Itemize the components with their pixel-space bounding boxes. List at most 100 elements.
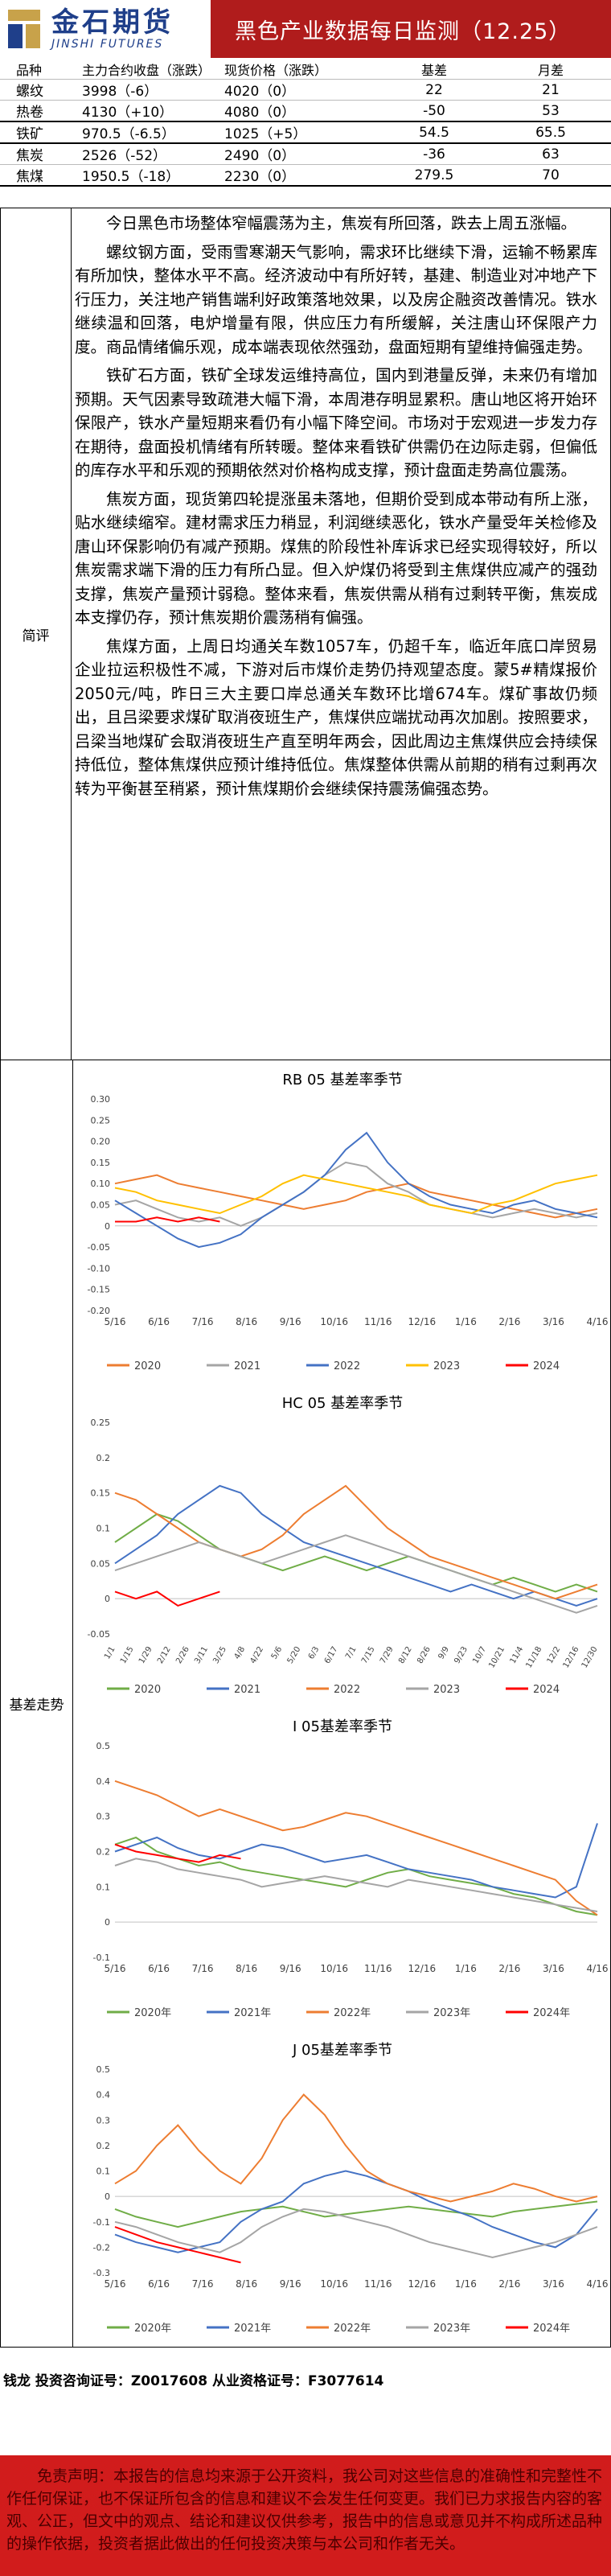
y-tick-label: 0.10 bbox=[91, 1179, 111, 1189]
x-tick-label: 10/7 bbox=[471, 1645, 488, 1665]
series-line bbox=[114, 1780, 598, 1916]
x-tick-label: 4/16 bbox=[587, 1316, 609, 1327]
legend-label: 2022 bbox=[334, 1684, 360, 1696]
series-line bbox=[114, 1823, 598, 1899]
legend-label: 2020年 bbox=[134, 2007, 171, 2019]
x-tick-label: 8/16 bbox=[236, 1316, 257, 1327]
x-tick-label: 5/16 bbox=[105, 1316, 126, 1327]
x-tick-label: 6/16 bbox=[148, 1963, 170, 1974]
x-tick-label: 11/16 bbox=[364, 2278, 392, 2290]
table-cell: 21 bbox=[490, 79, 611, 101]
series-line bbox=[114, 1590, 220, 1607]
commentary-paragraph: 铁矿石方面，铁矿全球发运维持高位，国内到港量反弹，未来仍有增加预期。天气因素导致… bbox=[75, 366, 597, 479]
x-tick-label: 10/16 bbox=[320, 1963, 348, 1974]
y-tick-label: 0.3 bbox=[96, 1812, 111, 1822]
x-tick-label: 12/16 bbox=[562, 1645, 581, 1669]
disclaimer: 免责声明：本报告的信息均来源于公开资料，我公司对这些信息的准确性和完整性不作任何… bbox=[0, 2455, 611, 2576]
y-tick-label: -0.10 bbox=[88, 1263, 110, 1274]
logo-english-name: JINSHI FUTURES bbox=[51, 38, 164, 51]
legend-label: 2022年 bbox=[334, 2007, 371, 2019]
table-header: 主力合约收盘（涨跌） bbox=[77, 60, 219, 80]
legend-label: 2023 bbox=[433, 1684, 460, 1696]
y-tick-label: 0 bbox=[105, 1917, 110, 1928]
x-tick-label: 7/15 bbox=[360, 1645, 377, 1665]
table-header: 基差 bbox=[378, 60, 490, 80]
x-tick-label: 11/16 bbox=[364, 1316, 392, 1327]
x-tick-label: 6/16 bbox=[148, 2278, 170, 2290]
y-tick-label: 0.05 bbox=[91, 1200, 111, 1211]
y-tick-label: 0.4 bbox=[96, 1776, 111, 1787]
x-tick-label: 12/2 bbox=[546, 1645, 563, 1665]
x-tick-label: 7/29 bbox=[379, 1645, 396, 1665]
y-tick-label: 0.15 bbox=[91, 1488, 111, 1499]
table-row: 焦煤 1950.5（-18） 2230（0） 279.5 70 bbox=[0, 164, 611, 187]
legend-label: 2024年 bbox=[533, 2323, 570, 2335]
x-tick-label: 11/18 bbox=[524, 1645, 543, 1669]
table-cell: 279.5 bbox=[378, 164, 490, 187]
table-cell: 焦煤 bbox=[0, 164, 77, 187]
chart-title: I 05基差率季节 bbox=[293, 1718, 392, 1735]
logo-mark-icon bbox=[5, 6, 43, 51]
series-line bbox=[114, 2170, 598, 2253]
legend-label: 2023年 bbox=[433, 2007, 470, 2019]
rb-basis-chart: RB 05 基差率季节 0.30 0.25 0.20 0.15 0.10 0.05 0 -0.0… bbox=[75, 1065, 610, 1383]
x-tick-label: 5/16 bbox=[105, 1963, 126, 1974]
y-tick-label: 0.2 bbox=[96, 1847, 111, 1858]
x-tick-label: 4/8 bbox=[233, 1645, 248, 1660]
table-cell: -36 bbox=[378, 143, 490, 165]
commentary-paragraph: 焦煤方面，上周日均通关车数1057车，仍超千车，临近年底口岸贸易企业拉运积极性不… bbox=[75, 636, 597, 798]
x-tick-label: 1/15 bbox=[119, 1645, 136, 1665]
y-tick-label: 0 bbox=[105, 1221, 110, 1232]
y-tick-label: 0.05 bbox=[91, 1558, 111, 1569]
table-cell: 焦炭 bbox=[0, 143, 77, 165]
y-tick-label: -0.20 bbox=[88, 1306, 110, 1316]
commentary-text: 今日黑色市场整体窄幅震荡为主，焦炭有所回落，跌去上周五涨幅。 螺纹钢方面，受雨雪… bbox=[75, 212, 597, 805]
y-tick-label: 0.25 bbox=[91, 1115, 111, 1125]
x-tick-label: 10/16 bbox=[320, 1316, 348, 1327]
y-tick-label: 0.1 bbox=[96, 1524, 111, 1534]
table-cell: 3998（-6） bbox=[77, 79, 219, 101]
x-tick-label: 2/26 bbox=[174, 1645, 191, 1665]
y-tick-label: -0.05 bbox=[88, 1629, 110, 1640]
x-tick-label: 4/22 bbox=[248, 1645, 265, 1665]
table-header: 现货价格（涨跌） bbox=[219, 60, 378, 80]
table-header: 月差 bbox=[490, 60, 611, 80]
table-row: 焦炭 2526（-52） 2490（0） -36 63 bbox=[0, 143, 611, 165]
x-tick-label: 11/16 bbox=[364, 1963, 392, 1974]
x-tick-label: 8/12 bbox=[397, 1645, 414, 1665]
table-cell: 65.5 bbox=[490, 121, 611, 144]
logo-chinese-name: 金石期货 bbox=[51, 6, 174, 39]
table-header: 品种 bbox=[0, 60, 77, 80]
legend-label: 2021年 bbox=[234, 2007, 271, 2019]
table-cell: 2230（0） bbox=[219, 164, 378, 187]
table-cell: 970.5（-6.5） bbox=[77, 121, 219, 144]
commentary-paragraph: 今日黑色市场整体窄幅震荡为主，焦炭有所回落，跌去上周五涨幅。 bbox=[106, 214, 577, 232]
table-cell: 53 bbox=[490, 100, 611, 122]
j-basis-chart: J 05基差率季节 0.5 0.4 0.3 0.2 0.1 0 -0.1 -0.2 -0.3 5/1… bbox=[75, 2035, 610, 2345]
chart-title: HC 05 基差率季节 bbox=[282, 1395, 403, 1412]
y-tick-label: 0.1 bbox=[96, 2167, 111, 2177]
x-tick-label: 10/16 bbox=[320, 2278, 348, 2290]
y-tick-label: -0.1 bbox=[93, 1953, 110, 1963]
x-tick-label: 5/20 bbox=[286, 1645, 303, 1665]
series-line bbox=[114, 1534, 598, 1614]
report-title: 黑色产业数据每日监测（12.25） bbox=[235, 19, 572, 44]
charts-label: 基差走势 bbox=[1, 1060, 73, 2347]
table-cell: 70 bbox=[490, 164, 611, 187]
legend-label: 2022 bbox=[334, 1360, 360, 1372]
x-tick-label: 3/16 bbox=[543, 1316, 564, 1327]
x-tick-label: 4/16 bbox=[587, 2278, 609, 2290]
y-tick-label: -0.05 bbox=[88, 1242, 110, 1253]
commentary-paragraph: 螺纹钢方面，受雨雪寒潮天气影响，需求环比继续下滑，运输不畅累库有所加快，整体水平… bbox=[75, 242, 597, 356]
y-tick-label: -0.15 bbox=[88, 1285, 110, 1295]
x-tick-label: 3/16 bbox=[543, 1963, 564, 1974]
x-tick-label: 9/9 bbox=[437, 1645, 451, 1660]
x-tick-label: 8/16 bbox=[236, 2278, 257, 2290]
y-tick-label: 0.4 bbox=[96, 2090, 111, 2101]
table-cell: 54.5 bbox=[378, 121, 490, 144]
series-line bbox=[114, 1484, 598, 1600]
x-tick-label: 12/30 bbox=[580, 1645, 600, 1669]
commentary-label: 简评 bbox=[1, 208, 72, 1060]
commentary-section: 简评 今日黑色市场整体窄幅震荡为主，焦炭有所回落，跌去上周五涨幅。 螺纹钢方面，… bbox=[0, 208, 611, 1060]
y-tick-label: -0.1 bbox=[93, 2217, 110, 2228]
